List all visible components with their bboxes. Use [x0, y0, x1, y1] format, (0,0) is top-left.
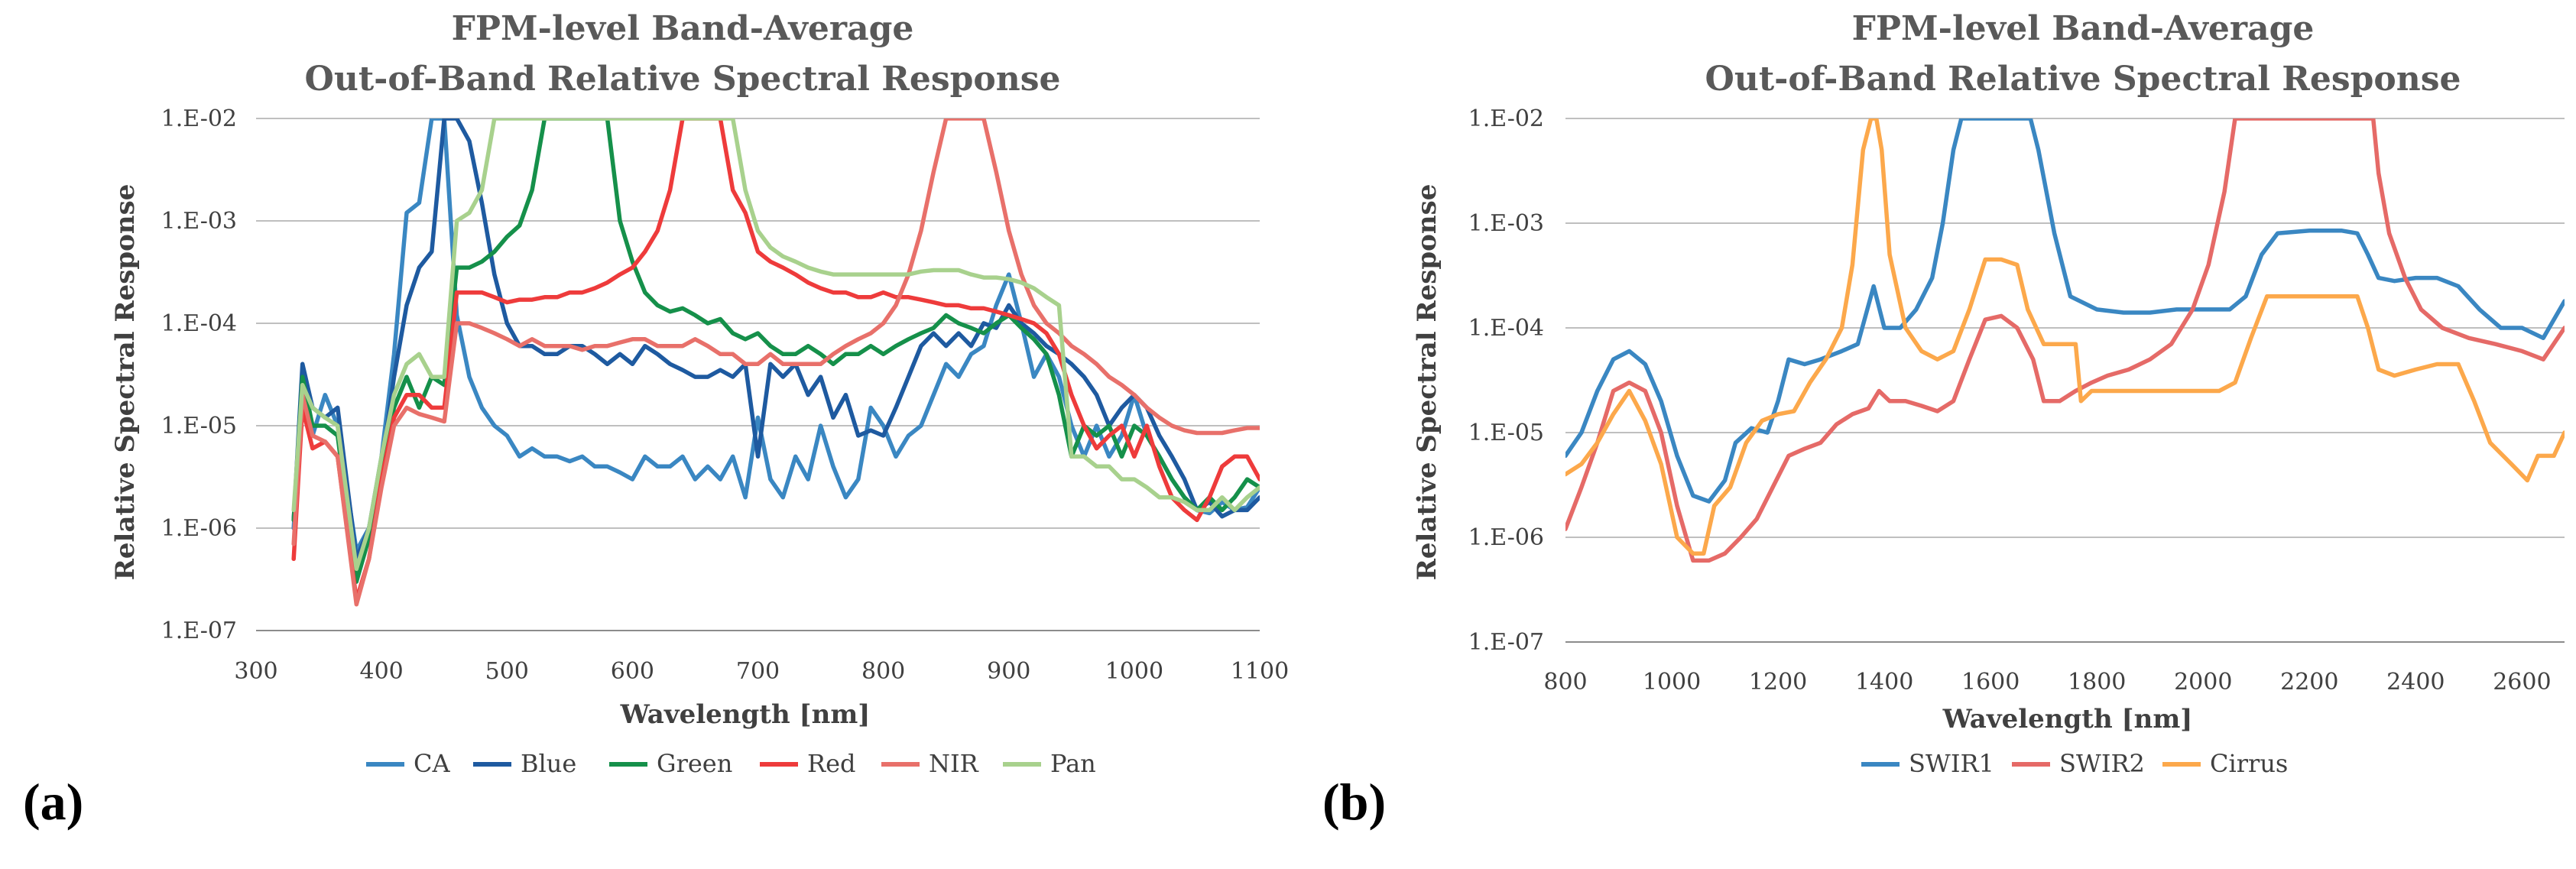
x-tick-label: 1600: [1961, 669, 2020, 696]
x-tick-label: 1000: [1643, 669, 1701, 696]
legend-item-cirrus: Cirrus: [2162, 749, 2288, 778]
chart-a-y-axis-title: Relative Spectral Response: [110, 184, 141, 581]
legend-label: NIR: [929, 749, 979, 778]
legend-label: SWIR2: [2059, 749, 2145, 778]
x-tick-label: 2400: [2386, 669, 2445, 696]
chart-b-title-line2: Out-of-Band Relative Spectral Response: [1705, 60, 2461, 99]
x-tick-label: 400: [359, 658, 403, 685]
y-tick-label: 1.E-07: [161, 618, 237, 644]
x-tick-label: 700: [736, 658, 780, 685]
x-tick-label: 900: [987, 658, 1030, 685]
x-tick-label: 2200: [2280, 669, 2338, 696]
chart-a: FPM-level Band-Average Out-of-Band Relat…: [110, 9, 1289, 778]
y-tick-label: 1.E-04: [1468, 315, 1544, 342]
series-line-swir1: [1565, 118, 2565, 504]
y-tick-label: 1.E-04: [161, 310, 237, 337]
y-tick-label: 1.E-02: [1468, 105, 1544, 132]
x-tick-label: 600: [611, 658, 654, 685]
y-tick-label: 1.E-06: [161, 515, 237, 542]
x-tick-label: 800: [1543, 669, 1587, 696]
chart-a-x-axis-title: Wavelength [nm]: [620, 699, 871, 730]
x-tick-label: 2600: [2493, 669, 2551, 696]
series-line-pan: [291, 118, 1260, 572]
x-tick-label: 800: [861, 658, 905, 685]
chart-b-gridlines: [1565, 118, 2565, 643]
chart-a-title-line1: FPM-level Band-Average: [452, 9, 914, 48]
x-tick-label: 1000: [1105, 658, 1163, 685]
y-tick-label: 1.E-05: [1468, 420, 1544, 446]
legend-label: Red: [807, 749, 856, 778]
x-tick-label: 2000: [2174, 669, 2232, 696]
panel-label-a: (a): [23, 773, 83, 831]
x-tick-label: 300: [234, 658, 277, 685]
chart-b-y-axis-title: Relative Spectral Response: [1412, 184, 1442, 581]
chart-b-title-line1: FPM-level Band-Average: [1852, 9, 2315, 48]
legend-label: Blue: [521, 749, 576, 778]
series-line-swir2: [1565, 118, 2565, 563]
series-line-red: [291, 118, 1260, 602]
legend-item-swir1: SWIR1: [1861, 749, 1994, 778]
y-tick-label: 1.E-02: [161, 105, 237, 132]
legend-item-green: Green: [609, 749, 732, 778]
legend-label: Pan: [1050, 749, 1096, 778]
y-tick-label: 1.E-06: [1468, 524, 1544, 551]
y-tick-label: 1.E-05: [161, 413, 237, 439]
y-tick-label: 1.E-03: [161, 208, 237, 235]
legend-item-pan: Pan: [1003, 749, 1096, 778]
x-tick-label: 500: [485, 658, 529, 685]
chart-a-title-line2: Out-of-Band Relative Spectral Response: [305, 60, 1061, 99]
legend-item-blue: Blue: [473, 749, 576, 778]
series-line-cirrus: [1565, 118, 2565, 556]
legend-item-red: Red: [760, 749, 856, 778]
series-line-nir: [291, 118, 1260, 607]
legend-label: Cirrus: [2210, 749, 2288, 778]
legend-label: CA: [414, 749, 450, 778]
x-tick-label: 1800: [2068, 669, 2126, 696]
chart-b-legend: SWIR1 SWIR2 Cirrus: [1861, 749, 2288, 778]
series-line-blue: [291, 118, 1260, 562]
chart-a-legend: CA Blue Green Red NIR Pan: [366, 749, 1096, 778]
chart-b-x-axis-title: Wavelength [nm]: [1942, 704, 2193, 734]
legend-item-ca: CA: [366, 749, 450, 778]
panel-label-b: (b): [1322, 773, 1386, 831]
legend-label: Green: [657, 749, 732, 778]
chart-a-ticks: 1.E-07 1.E-06 1.E-05 1.E-04 1.E-03 1.E-02 300 4…: [161, 105, 1290, 685]
x-tick-label: 1200: [1749, 669, 1807, 696]
y-tick-label: 1.E-03: [1468, 210, 1544, 237]
chart-b: FPM-level Band-Average Out-of-Band Relat…: [1412, 9, 2565, 778]
x-tick-label: 1400: [1855, 669, 1913, 696]
y-tick-label: 1.E-07: [1468, 629, 1544, 656]
chart-b-series: [1565, 118, 2565, 563]
legend-item-nir: NIR: [881, 749, 979, 778]
legend-item-swir2: SWIR2: [2012, 749, 2145, 778]
chart-a-series: [291, 118, 1260, 607]
x-tick-label: 1100: [1231, 658, 1289, 685]
legend-label: SWIR1: [1909, 749, 1994, 778]
chart-b-ticks: 1.E-07 1.E-06 1.E-05 1.E-04 1.E-03 1.E-02 800 1…: [1468, 105, 2552, 696]
